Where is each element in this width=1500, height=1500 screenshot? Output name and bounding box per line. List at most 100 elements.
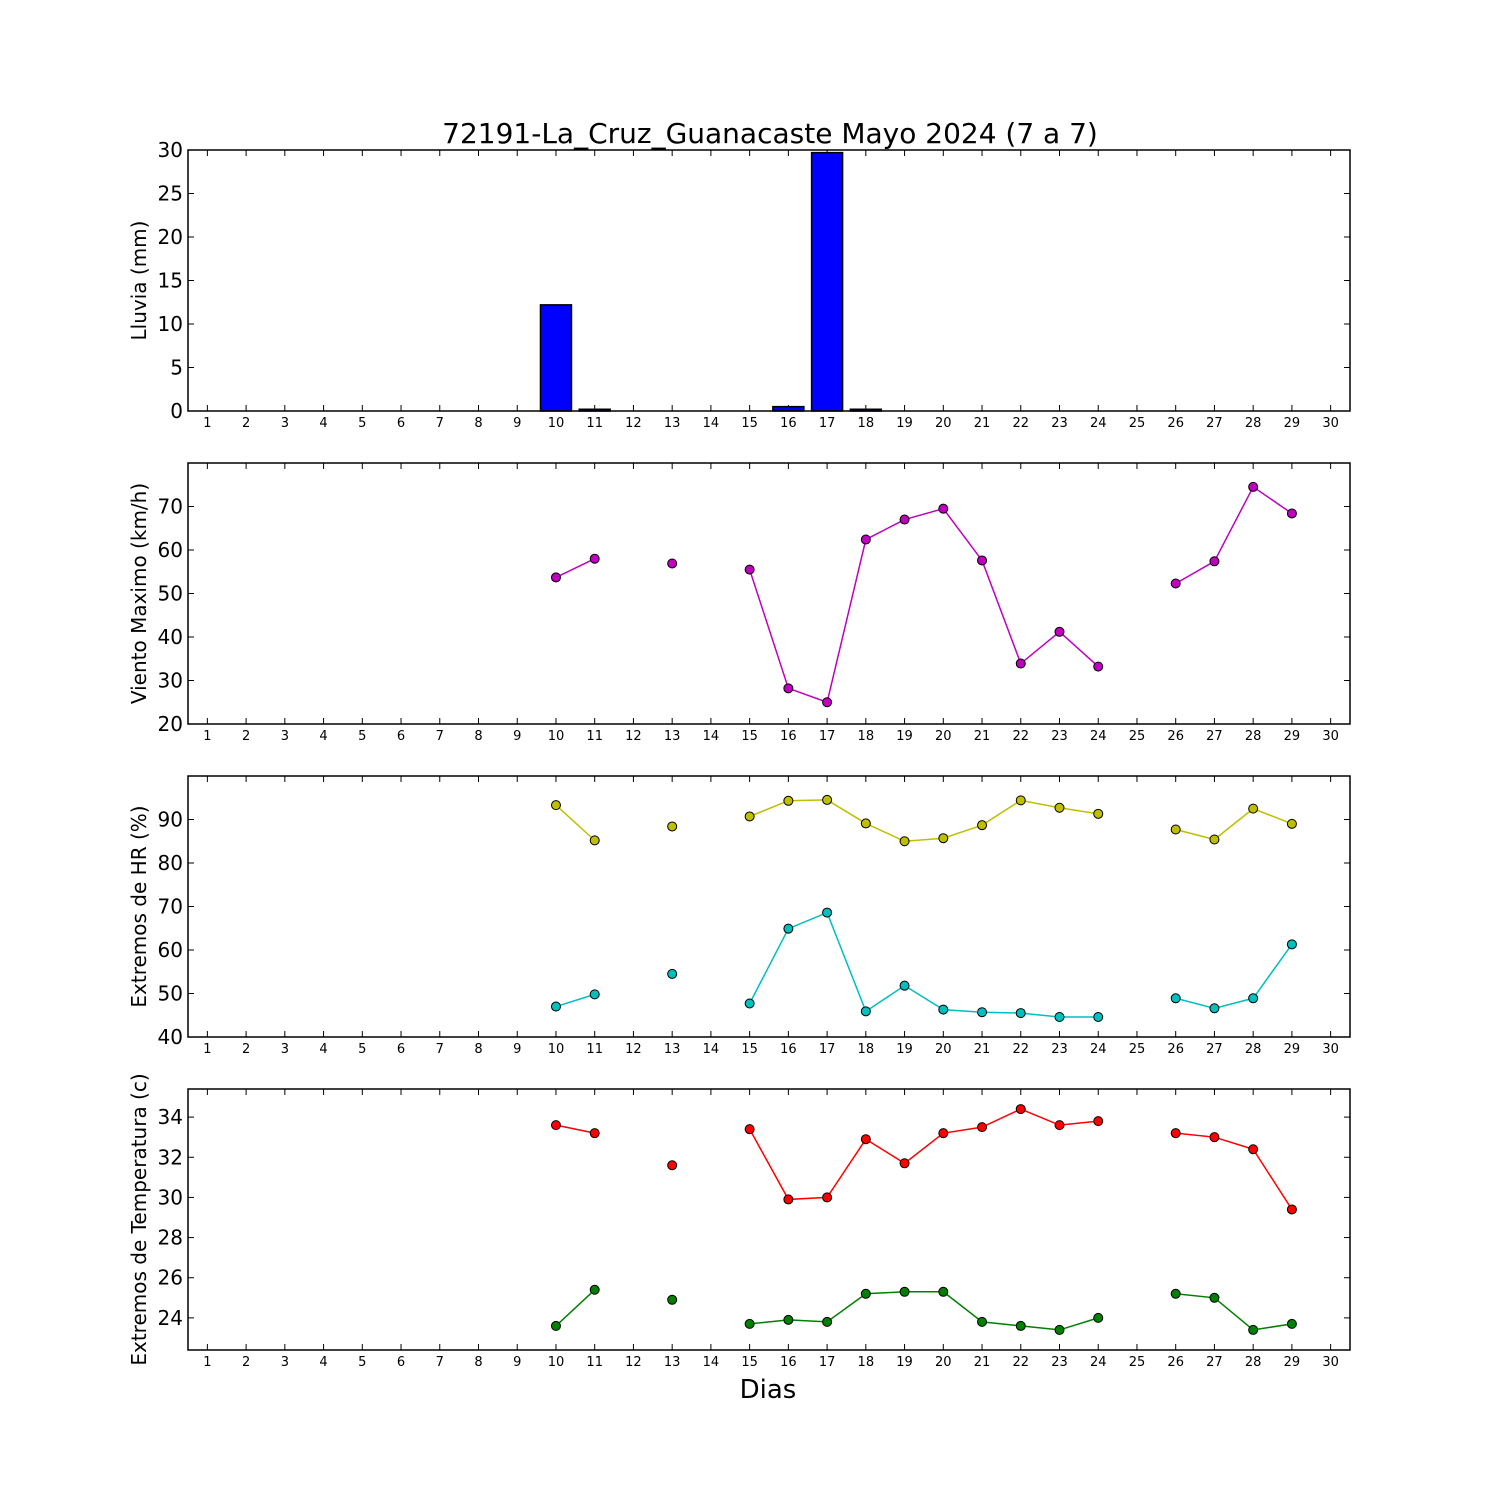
series-1-point-day-19 <box>899 514 910 525</box>
y-tick-label: 0 <box>170 399 183 423</box>
bar-day-17 <box>810 151 844 412</box>
series-2-point-day-26 <box>1170 993 1181 1004</box>
x-tick-label: 14 <box>703 1355 720 1370</box>
x-tick-label: 27 <box>1206 1042 1223 1057</box>
series-2-point-day-19 <box>899 1286 910 1297</box>
x-tick-label: 24 <box>1090 1355 1107 1370</box>
x-tick-label: 10 <box>548 729 565 744</box>
x-tick-label: 2 <box>242 1042 250 1057</box>
x-tick-label: 16 <box>780 1355 797 1370</box>
x-tick-label: 2 <box>242 1355 250 1370</box>
x-tick-label: 10 <box>548 1042 565 1057</box>
y-tick-label: 60 <box>158 538 183 562</box>
series-1-point-day-24 <box>1093 661 1104 672</box>
series-2-point-day-27 <box>1209 1292 1220 1303</box>
x-tick-label: 30 <box>1322 729 1339 744</box>
x-tick-label: 8 <box>474 416 482 431</box>
series-2-point-day-20 <box>938 1004 949 1015</box>
series-1-point-day-15 <box>744 811 755 822</box>
x-tick-label: 22 <box>1012 729 1029 744</box>
x-tick-label: 3 <box>281 729 289 744</box>
series-1-point-day-23 <box>1054 1120 1065 1131</box>
y-tick-label: 30 <box>158 1185 183 1209</box>
y-tick-label: 70 <box>158 495 183 519</box>
series-1-point-day-24 <box>1093 808 1104 819</box>
x-tick-label: 25 <box>1129 1042 1146 1057</box>
x-tick-label: 28 <box>1245 729 1262 744</box>
x-tick-label: 24 <box>1090 416 1107 431</box>
x-tick-label: 28 <box>1245 1355 1262 1370</box>
y-tick-label: 28 <box>158 1226 183 1250</box>
x-tick-label: 9 <box>513 729 521 744</box>
x-tick-label: 28 <box>1245 416 1262 431</box>
series-2-point-day-18 <box>860 1288 871 1299</box>
x-tick-label: 28 <box>1245 1042 1262 1057</box>
series-1-point-day-13 <box>667 558 678 569</box>
y-axis-label: Extremos de Temperatura (c) <box>127 1073 151 1365</box>
series-2-point-day-29 <box>1286 1318 1297 1329</box>
x-tick-label: 4 <box>319 416 327 431</box>
series-2-line <box>1175 943 1293 1010</box>
series-1-point-day-11 <box>589 1128 600 1139</box>
y-tick-label: 15 <box>158 269 183 293</box>
x-tick-label: 25 <box>1129 1355 1146 1370</box>
series-1-point-day-19 <box>899 1158 910 1169</box>
series-1-point-day-26 <box>1170 1128 1181 1139</box>
x-tick-label: 3 <box>281 1042 289 1057</box>
series-1-point-day-23 <box>1054 802 1065 813</box>
y-tick-label: 34 <box>158 1105 183 1129</box>
y-tick-label: 40 <box>158 625 183 649</box>
x-tick-label: 16 <box>780 729 797 744</box>
x-tick-label: 15 <box>741 1042 758 1057</box>
series-2-line <box>749 1291 1099 1331</box>
x-tick-label: 14 <box>703 416 720 431</box>
series-1-line <box>1175 485 1293 585</box>
x-tick-label: 18 <box>858 1355 875 1370</box>
x-tick-label: 8 <box>474 1042 482 1057</box>
chart-title: 72191-La_Cruz_Guanacaste Mayo 2024 (7 a … <box>442 117 1098 150</box>
x-tick-label: 9 <box>513 416 521 431</box>
series-1-point-day-18 <box>860 534 871 545</box>
series-1-point-day-18 <box>860 818 871 829</box>
x-tick-label: 5 <box>358 1355 366 1370</box>
series-1-line <box>555 1124 595 1134</box>
series-2-point-day-17 <box>822 907 833 918</box>
x-tick-label: 6 <box>397 1042 405 1057</box>
series-1-point-day-11 <box>589 835 600 846</box>
x-tick-label: 16 <box>780 416 797 431</box>
x-tick-label: 4 <box>319 1042 327 1057</box>
x-tick-label: 15 <box>741 416 758 431</box>
x-tick-label: 24 <box>1090 729 1107 744</box>
series-1-point-day-13 <box>667 1160 678 1171</box>
series-1-point-day-15 <box>744 1124 755 1135</box>
x-tick-label: 29 <box>1284 1042 1301 1057</box>
x-axis-label: Dias <box>740 1375 797 1405</box>
x-tick-label: 7 <box>436 729 444 744</box>
x-tick-label: 11 <box>586 416 603 431</box>
series-2-point-day-22 <box>1015 1008 1026 1019</box>
series-1-point-day-21 <box>977 555 988 566</box>
series-1-point-day-18 <box>860 1134 871 1145</box>
series-1-point-day-22 <box>1015 1104 1026 1115</box>
x-tick-label: 7 <box>436 1042 444 1057</box>
series-1-point-day-10 <box>550 572 561 583</box>
series-1-point-day-29 <box>1286 508 1297 519</box>
x-tick-label: 6 <box>397 729 405 744</box>
x-tick-label: 19 <box>896 1042 913 1057</box>
x-tick-label: 15 <box>741 729 758 744</box>
series-1-line <box>555 804 596 841</box>
x-tick-label: 1 <box>203 729 211 744</box>
series-2-point-day-10 <box>550 1001 561 1012</box>
y-tick-label: 30 <box>158 669 183 693</box>
x-tick-label: 3 <box>281 1355 289 1370</box>
x-tick-label: 1 <box>203 1042 211 1057</box>
series-1-point-day-28 <box>1248 481 1259 492</box>
x-tick-label: 2 <box>242 416 250 431</box>
series-2-point-day-13 <box>667 1294 678 1305</box>
series-1-point-day-22 <box>1015 795 1026 806</box>
x-tick-label: 19 <box>896 1355 913 1370</box>
x-tick-label: 15 <box>741 1355 758 1370</box>
